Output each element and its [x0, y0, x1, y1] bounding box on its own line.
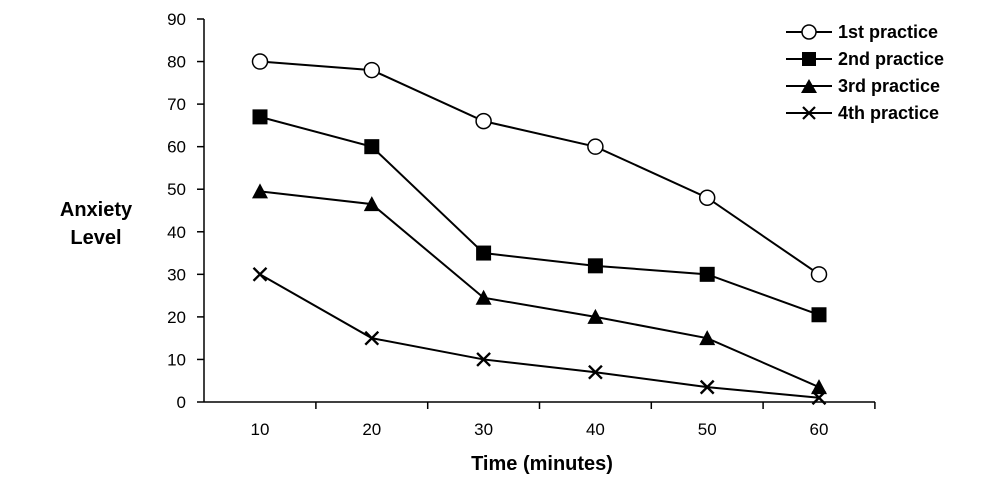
data-point	[364, 139, 380, 155]
data-point	[252, 183, 268, 199]
legend-label-4th: 4th practice	[838, 103, 939, 123]
legend-label-1st: 1st practice	[838, 22, 938, 42]
series-1	[251, 53, 828, 283]
data-point	[476, 352, 491, 367]
y-tick-label: 80	[167, 53, 186, 72]
x-ticks: 10 20 30 40 50 60	[251, 402, 876, 439]
legend-item-4th: 4th practice	[786, 103, 939, 123]
data-point	[587, 258, 603, 274]
data-point	[587, 308, 604, 324]
legend: 1st practice 2nd practice 3rd practice 4…	[786, 22, 944, 123]
y-axis-title-line-2: Level	[70, 227, 121, 249]
series-line	[259, 190, 820, 389]
legend-item-1st: 1st practice	[786, 22, 938, 42]
y-ticks: 0 10 20 30 40 50 60 70 80 90	[167, 10, 204, 412]
data-point	[588, 364, 603, 380]
data-point	[475, 112, 492, 130]
data-point	[811, 379, 827, 395]
filled-square-icon	[802, 52, 816, 66]
legend-item-2nd: 2nd practice	[786, 49, 944, 69]
data-point	[476, 245, 492, 261]
x-cross-icon	[802, 106, 816, 120]
x-tick-label: 20	[362, 420, 381, 439]
series-4	[252, 266, 827, 406]
data-point	[587, 138, 604, 155]
y-tick-label: 10	[167, 350, 186, 369]
series-line	[259, 60, 820, 276]
x-tick-label: 50	[698, 420, 717, 439]
data-point	[699, 266, 715, 282]
data-point	[251, 53, 269, 70]
axes	[203, 19, 875, 403]
x-axis-title: Time (minutes)	[471, 453, 613, 475]
y-tick-label: 90	[167, 10, 186, 29]
data-point	[252, 266, 268, 282]
x-tick-label: 10	[251, 420, 270, 439]
series-2	[252, 109, 827, 323]
legend-item-3rd: 3rd practice	[786, 76, 940, 96]
series-group	[251, 53, 828, 406]
x-tick-label: 60	[810, 420, 829, 439]
open-circle-icon	[801, 24, 817, 40]
data-point	[811, 390, 827, 406]
data-point	[698, 189, 716, 206]
data-point	[699, 330, 716, 346]
x-tick-label: 40	[586, 420, 605, 439]
y-tick-label: 20	[167, 308, 186, 327]
y-tick-label: 30	[167, 265, 186, 284]
legend-label-2nd: 2nd practice	[838, 49, 944, 69]
series-3	[252, 183, 827, 395]
data-point	[364, 330, 380, 346]
data-point	[252, 109, 268, 125]
y-tick-label: 0	[177, 393, 186, 412]
data-point	[363, 196, 380, 212]
y-tick-label: 50	[167, 180, 186, 199]
y-tick-label: 40	[167, 223, 186, 242]
data-point	[811, 307, 827, 323]
y-tick-label: 60	[167, 138, 186, 157]
y-tick-label: 70	[167, 95, 186, 114]
legend-label-3rd: 3rd practice	[838, 76, 940, 96]
data-point	[699, 379, 715, 395]
series-line	[259, 115, 820, 316]
filled-triangle-icon	[801, 79, 817, 93]
data-point	[363, 61, 381, 79]
series-line	[259, 273, 820, 399]
y-axis-title-line-1: Anxiety	[60, 199, 133, 221]
x-tick-label: 30	[474, 420, 493, 439]
data-point	[475, 289, 492, 305]
data-point	[810, 266, 828, 283]
